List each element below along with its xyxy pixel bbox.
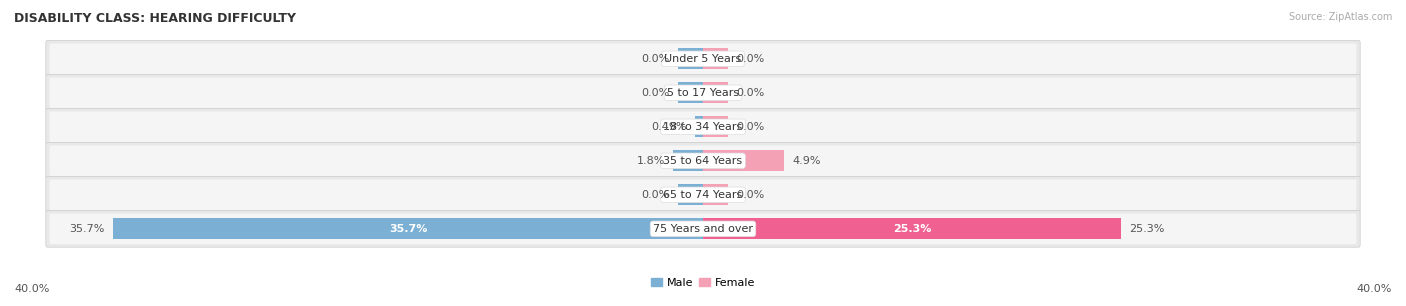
FancyBboxPatch shape bbox=[46, 211, 1360, 247]
Text: 1.8%: 1.8% bbox=[637, 156, 665, 166]
FancyBboxPatch shape bbox=[46, 108, 1360, 145]
FancyBboxPatch shape bbox=[46, 143, 1360, 179]
Text: 35.7%: 35.7% bbox=[69, 224, 105, 234]
Text: DISABILITY CLASS: HEARING DIFFICULTY: DISABILITY CLASS: HEARING DIFFICULTY bbox=[14, 12, 297, 25]
Text: 65 to 74 Years: 65 to 74 Years bbox=[664, 190, 742, 200]
Bar bbox=[703, 116, 728, 137]
Text: 0.0%: 0.0% bbox=[737, 122, 765, 132]
Bar bbox=[695, 116, 703, 137]
FancyBboxPatch shape bbox=[49, 43, 1357, 74]
Text: 0.0%: 0.0% bbox=[641, 190, 669, 200]
Bar bbox=[703, 150, 785, 171]
Text: 35 to 64 Years: 35 to 64 Years bbox=[664, 156, 742, 166]
Bar bbox=[678, 184, 703, 205]
Text: 0.0%: 0.0% bbox=[737, 54, 765, 64]
FancyBboxPatch shape bbox=[49, 214, 1357, 244]
Text: Source: ZipAtlas.com: Source: ZipAtlas.com bbox=[1288, 12, 1392, 22]
FancyBboxPatch shape bbox=[46, 40, 1360, 77]
Bar bbox=[703, 48, 728, 69]
Bar bbox=[678, 48, 703, 69]
Text: 35.7%: 35.7% bbox=[389, 224, 427, 234]
Bar bbox=[673, 150, 703, 171]
FancyBboxPatch shape bbox=[49, 180, 1357, 210]
Text: 18 to 34 Years: 18 to 34 Years bbox=[664, 122, 742, 132]
Text: 0.0%: 0.0% bbox=[737, 190, 765, 200]
Text: 40.0%: 40.0% bbox=[14, 284, 49, 294]
Text: 75 Years and over: 75 Years and over bbox=[652, 224, 754, 234]
FancyBboxPatch shape bbox=[49, 146, 1357, 176]
Text: 0.49%: 0.49% bbox=[651, 122, 686, 132]
FancyBboxPatch shape bbox=[46, 177, 1360, 213]
Bar bbox=[703, 218, 1121, 239]
FancyBboxPatch shape bbox=[49, 77, 1357, 108]
Bar bbox=[114, 218, 703, 239]
Legend: Male, Female: Male, Female bbox=[647, 274, 759, 293]
Text: Under 5 Years: Under 5 Years bbox=[665, 54, 741, 64]
Text: 25.3%: 25.3% bbox=[1129, 224, 1164, 234]
Bar bbox=[703, 184, 728, 205]
FancyBboxPatch shape bbox=[46, 74, 1360, 111]
Bar bbox=[703, 82, 728, 103]
Text: 0.0%: 0.0% bbox=[641, 54, 669, 64]
Bar bbox=[678, 82, 703, 103]
Text: 0.0%: 0.0% bbox=[737, 88, 765, 98]
Text: 40.0%: 40.0% bbox=[1357, 284, 1392, 294]
Text: 4.9%: 4.9% bbox=[792, 156, 821, 166]
Text: 5 to 17 Years: 5 to 17 Years bbox=[666, 88, 740, 98]
FancyBboxPatch shape bbox=[49, 111, 1357, 142]
Text: 25.3%: 25.3% bbox=[893, 224, 931, 234]
Text: 0.0%: 0.0% bbox=[641, 88, 669, 98]
